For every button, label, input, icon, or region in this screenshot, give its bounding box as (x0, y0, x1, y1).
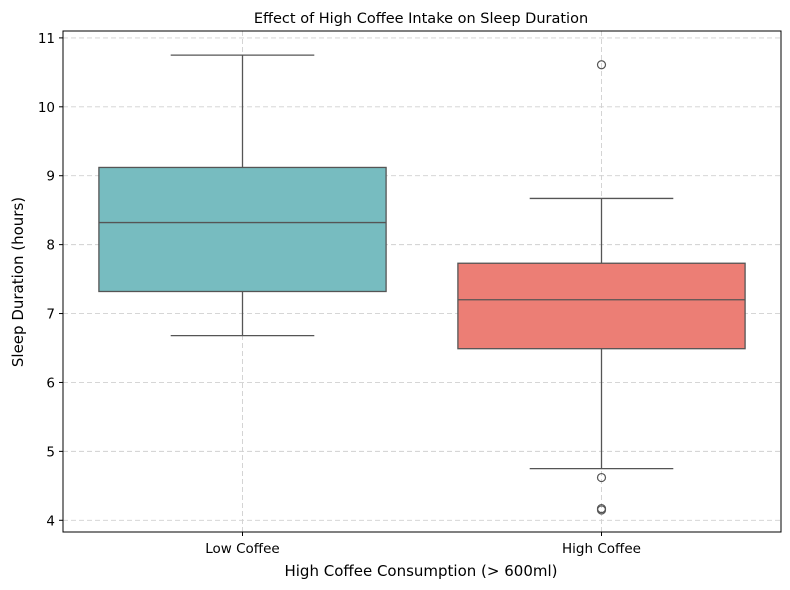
y-tick-label: 11 (38, 31, 55, 47)
outlier-point (596, 472, 607, 483)
chart-title: Effect of High Coffee Intake on Sleep Du… (254, 11, 588, 27)
box-0 (98, 54, 387, 337)
y-tick-label: 9 (46, 169, 55, 185)
x-tick-label: High Coffee (562, 541, 641, 557)
axes: 4 5 6 7 8 9 10 11 Low Coffee High Coffee (38, 31, 641, 557)
outlier-point (596, 505, 607, 515)
y-tick-label: 10 (38, 100, 55, 116)
y-tick-label: 5 (46, 444, 55, 460)
x-axis-label: High Coffee Consumption (> 600ml) (284, 562, 557, 580)
plot-frame (62, 30, 782, 533)
y-tick-label: 4 (46, 513, 55, 529)
y-tick-label: 6 (46, 375, 55, 391)
x-tick-label: Low Coffee (205, 541, 279, 557)
box-1 (457, 60, 746, 515)
iqr-box (98, 166, 387, 293)
y-tick-label: 7 (46, 307, 55, 323)
boxes (98, 54, 746, 515)
y-tick-label: 8 (46, 238, 55, 254)
iqr-box (457, 262, 746, 350)
outlier-point (596, 60, 607, 70)
y-axis-label: Sleep Duration (hours) (9, 197, 27, 367)
